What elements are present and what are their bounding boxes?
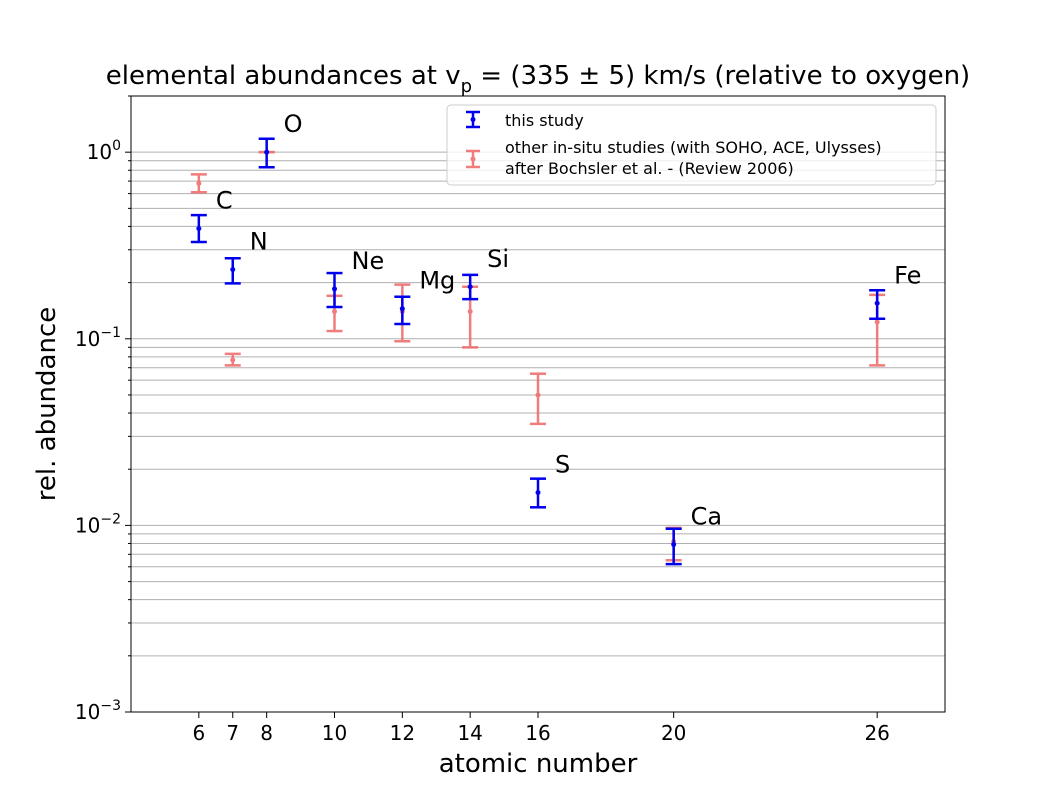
data-point — [230, 357, 236, 363]
data-point — [467, 284, 473, 290]
legend-label-this-study: this study — [505, 111, 584, 130]
title-subscript: p — [461, 76, 472, 97]
this-study-errorbar — [530, 477, 546, 509]
data-point — [196, 180, 202, 186]
element-label-fe: Fe — [894, 261, 921, 289]
element-label-ca: Ca — [691, 502, 722, 530]
data-point — [399, 306, 405, 312]
x-axis-label: atomic number — [439, 749, 638, 779]
x-tick-label: 6 — [192, 721, 205, 745]
other-studies-errorbar — [190, 173, 207, 194]
this-study-errorbar — [326, 271, 343, 309]
element-label-n: N — [250, 228, 268, 256]
y-tick-label: 10−2 — [75, 511, 121, 537]
legend-label-other-studies-line2: after Bochsler et al. - (Review 2006) — [505, 159, 794, 178]
other-studies-errorbar — [530, 372, 546, 426]
data-point — [470, 117, 476, 122]
data-series — [190, 137, 886, 566]
plot-frame — [130, 95, 946, 713]
data-point — [535, 392, 541, 398]
data-point — [467, 309, 473, 315]
x-tick-label: 26 — [864, 721, 889, 745]
data-point — [874, 319, 880, 325]
data-point — [470, 156, 476, 162]
data-point — [535, 490, 541, 496]
this-study-errorbar — [224, 257, 241, 285]
data-point — [332, 286, 337, 292]
legend-other-studies-errorbar — [466, 149, 480, 169]
x-tick-label: 8 — [260, 721, 273, 745]
data-point — [874, 300, 880, 306]
this-study-errorbar — [190, 213, 207, 244]
x-tick-label: 20 — [661, 721, 686, 745]
legend: this study other in-situ studies (with S… — [446, 104, 937, 186]
axis-ticks: 10−3 10−2 10−1 100 6 7 8 10 12 14 16 20 26 — [75, 95, 890, 745]
y-tick-label: 100 — [87, 138, 121, 164]
legend-symbol-other-studies — [466, 149, 480, 169]
legend-symbol-this-study — [466, 110, 480, 129]
element-label-o: O — [284, 110, 303, 138]
data-point — [332, 309, 337, 315]
y-tick-label: 10−1 — [75, 325, 121, 351]
x-tick-label: 14 — [457, 721, 482, 745]
x-tick-label: 10 — [322, 721, 347, 745]
legend-box — [446, 104, 937, 186]
data-point — [671, 541, 677, 547]
this-study-errorbar — [394, 295, 411, 326]
x-tick-label: 16 — [525, 721, 550, 745]
this-study-errorbar — [258, 137, 275, 169]
y-tick-label: 10−3 — [75, 698, 121, 724]
legend-label-other-studies-line1: other in-situ studies (with SOHO, ACE, U… — [505, 138, 882, 157]
chart-title: elemental abundances at vp = (335 ± 5) k… — [106, 61, 970, 97]
y-axis-label: rel. abundance — [32, 307, 62, 501]
element-label-si: Si — [487, 245, 509, 273]
element-label-s: S — [555, 451, 570, 479]
this-study-errorbar — [462, 273, 479, 301]
this-study-errorbar — [869, 289, 886, 321]
data-point — [196, 225, 202, 231]
series-this-study — [190, 137, 886, 566]
title-main: elemental abundances at v — [106, 61, 461, 91]
x-tick-label: 12 — [390, 721, 415, 745]
element-label-mg: Mg — [419, 267, 455, 295]
element-label-ne: Ne — [352, 247, 385, 275]
element-label-c: C — [216, 186, 233, 214]
data-point — [264, 149, 270, 155]
data-point — [230, 267, 236, 273]
x-tick-label: 7 — [226, 721, 239, 745]
element-labels: CN O Ne Mg Si S Ca Fe — [216, 110, 922, 530]
other-studies-errorbar — [224, 352, 241, 367]
this-study-errorbar — [665, 527, 682, 566]
legend-this-study-errorbar — [466, 110, 480, 129]
title-rest: = (335 ± 5) km/s (relative to oxygen) — [472, 61, 970, 91]
